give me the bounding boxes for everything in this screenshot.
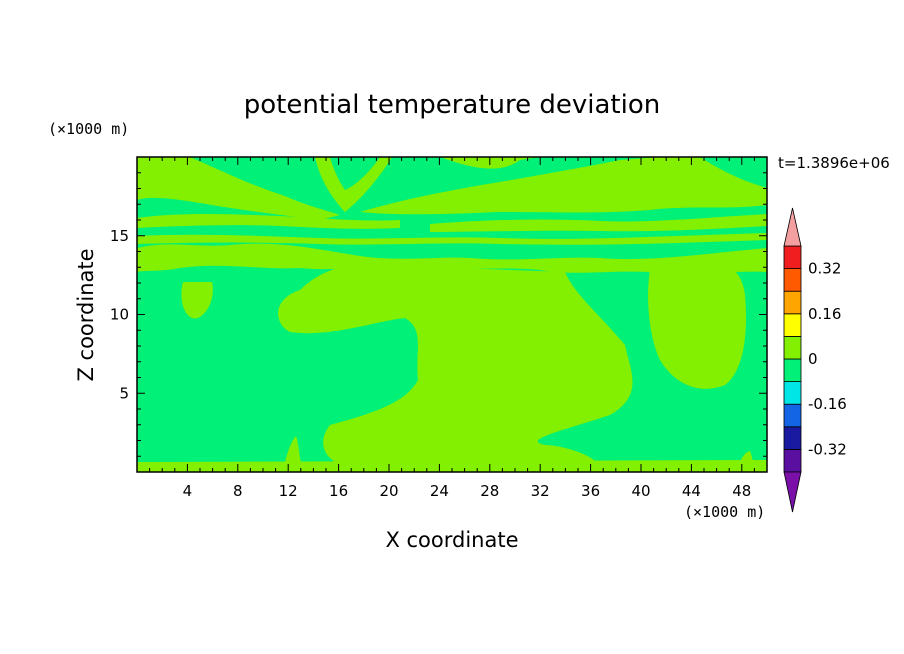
colorbar-tick-label: 0.32 bbox=[808, 260, 841, 278]
colorbar-segment bbox=[783, 358, 802, 383]
colorbar-tick-label: 0 bbox=[808, 350, 818, 368]
x-axis-label: X coordinate bbox=[385, 528, 518, 552]
contour-region-bottom-spike-2 bbox=[740, 451, 754, 462]
y-axis-ticks: 5 10 15 bbox=[110, 172, 767, 457]
y-tick-label: 15 bbox=[110, 227, 129, 245]
contour-field bbox=[137, 157, 767, 472]
colorbar-tick-label: -0.16 bbox=[808, 395, 847, 413]
x-tick-label: 8 bbox=[233, 482, 243, 500]
colorbar-segment bbox=[783, 426, 802, 450]
x-axis-ticks: 4 8 12 16 20 24 28 32 36 40 44 48 bbox=[149, 157, 755, 500]
colorbar-segment bbox=[783, 381, 802, 405]
colorbar-segment bbox=[783, 268, 802, 292]
y-tick-label: 5 bbox=[119, 384, 129, 402]
x-tick-label: 44 bbox=[682, 482, 701, 500]
colorbar-under-arrow bbox=[783, 471, 802, 513]
contour-region-streak-1 bbox=[137, 214, 400, 229]
colorbar-segment bbox=[783, 335, 802, 360]
time-label: t=1.3896e+06 bbox=[778, 154, 890, 172]
colorbar-segment bbox=[783, 448, 802, 473]
contour-region-upper-band bbox=[137, 243, 767, 275]
x-tick-label: 40 bbox=[631, 482, 650, 500]
x-tick-label: 24 bbox=[430, 482, 449, 500]
contour-region-streak-2 bbox=[430, 214, 767, 232]
x-tick-label: 12 bbox=[279, 482, 298, 500]
contour-region-bottom-strip bbox=[137, 460, 767, 472]
contour-region-upper-right-fan bbox=[360, 157, 767, 215]
contour-region-upper-left-wedge bbox=[137, 157, 340, 220]
x-tick-label: 28 bbox=[480, 482, 499, 500]
colorbar-tick-label: 0.16 bbox=[808, 305, 841, 323]
x-tick-label: 32 bbox=[531, 482, 550, 500]
x-tick-label: 36 bbox=[581, 482, 600, 500]
x-tick-label: 48 bbox=[732, 482, 751, 500]
colorbar-segment bbox=[783, 403, 802, 428]
contour-region-bottom-spike-1 bbox=[285, 436, 301, 462]
chart-title: potential temperature deviation bbox=[244, 90, 660, 120]
contour-region-central-ray bbox=[315, 157, 392, 212]
x-tick-label: 4 bbox=[183, 482, 193, 500]
y-axis-label: Z coordinate bbox=[74, 248, 98, 381]
y-tick-label: 10 bbox=[110, 306, 129, 324]
contour-region-left-lobe bbox=[181, 282, 213, 319]
colorbar-tick-label: -0.32 bbox=[808, 440, 847, 458]
colorbar: 0.32 0.16 0 -0.16 -0.32 bbox=[783, 207, 847, 513]
colorbar-over-arrow bbox=[783, 207, 802, 247]
contour-region-streak-3 bbox=[137, 233, 767, 245]
colorbar-segment bbox=[783, 290, 802, 315]
colorbar-segment bbox=[783, 313, 802, 337]
contour-region-right-lobe bbox=[648, 262, 746, 389]
contour-region-central-plume bbox=[278, 262, 633, 470]
colorbar-segment bbox=[783, 245, 802, 270]
y-unit-label: (×1000 m) bbox=[48, 120, 129, 138]
x-unit-label: (×1000 m) bbox=[684, 503, 765, 521]
x-tick-label: 20 bbox=[379, 482, 398, 500]
x-tick-label: 16 bbox=[329, 482, 348, 500]
